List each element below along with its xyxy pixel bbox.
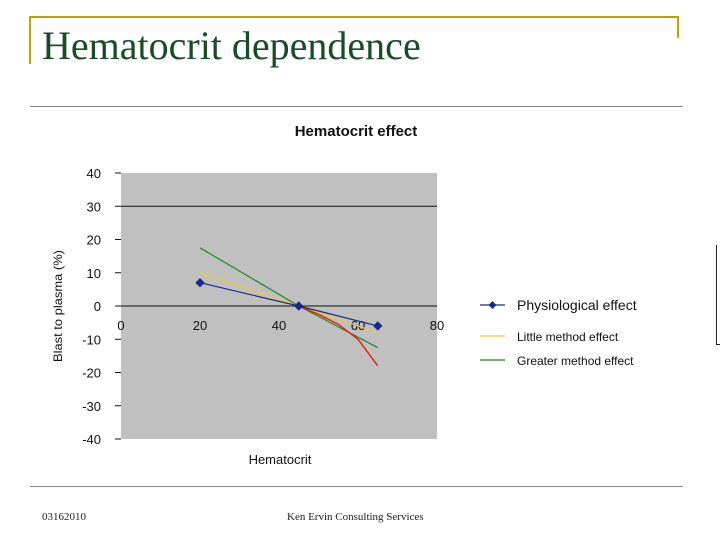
legend-label: Greater method effect [517, 354, 634, 368]
y-tick-label: 10 [87, 266, 101, 281]
footer-company: Ken Ervin Consulting Services [287, 511, 424, 523]
chart-legend: Physiological effect Little method effect… [480, 297, 637, 368]
x-tick-label: 40 [272, 318, 286, 333]
data-point [294, 301, 304, 311]
y-tick-label: -20 [82, 366, 101, 381]
title-divider [30, 106, 683, 107]
x-axis-label: Hematocrit [249, 452, 312, 467]
legend-label: Little method effect [517, 330, 619, 344]
y-tick-label: 40 [87, 166, 101, 181]
legend-item: Greater method effect [480, 354, 634, 368]
y-tick-label: -10 [82, 332, 101, 347]
frame-top-line [30, 16, 678, 18]
legend-item: Physiological effect [480, 297, 637, 313]
x-tick-label: 0 [117, 318, 124, 333]
series-steep-curve [298, 305, 379, 367]
footer-divider [30, 486, 683, 487]
side-bracket [716, 245, 720, 345]
y-tick-label: -40 [82, 432, 101, 447]
data-point [195, 278, 205, 288]
legend-marker [488, 301, 497, 309]
x-tick-label: 20 [193, 318, 207, 333]
slide-title: Hematocrit dependence [42, 23, 421, 68]
y-tick-label: -30 [82, 399, 101, 414]
y-tick-label: 20 [87, 233, 101, 248]
footer-date: 03162010 [42, 511, 86, 523]
chart-title: Hematocrit effect [295, 123, 418, 140]
data-point [373, 321, 383, 331]
legend-item: Little method effect [480, 330, 619, 344]
frame-right-line [677, 16, 679, 38]
legend-label: Physiological effect [517, 297, 637, 313]
y-tick-label: 30 [87, 199, 101, 214]
y-tick-label: 0 [94, 299, 101, 314]
series-line [298, 305, 379, 367]
y-axis-label: Blast to plasma (%) [51, 250, 65, 362]
x-tick-label: 80 [430, 318, 444, 333]
series-physiological-effect [195, 278, 383, 331]
frame-left-line [29, 16, 31, 64]
